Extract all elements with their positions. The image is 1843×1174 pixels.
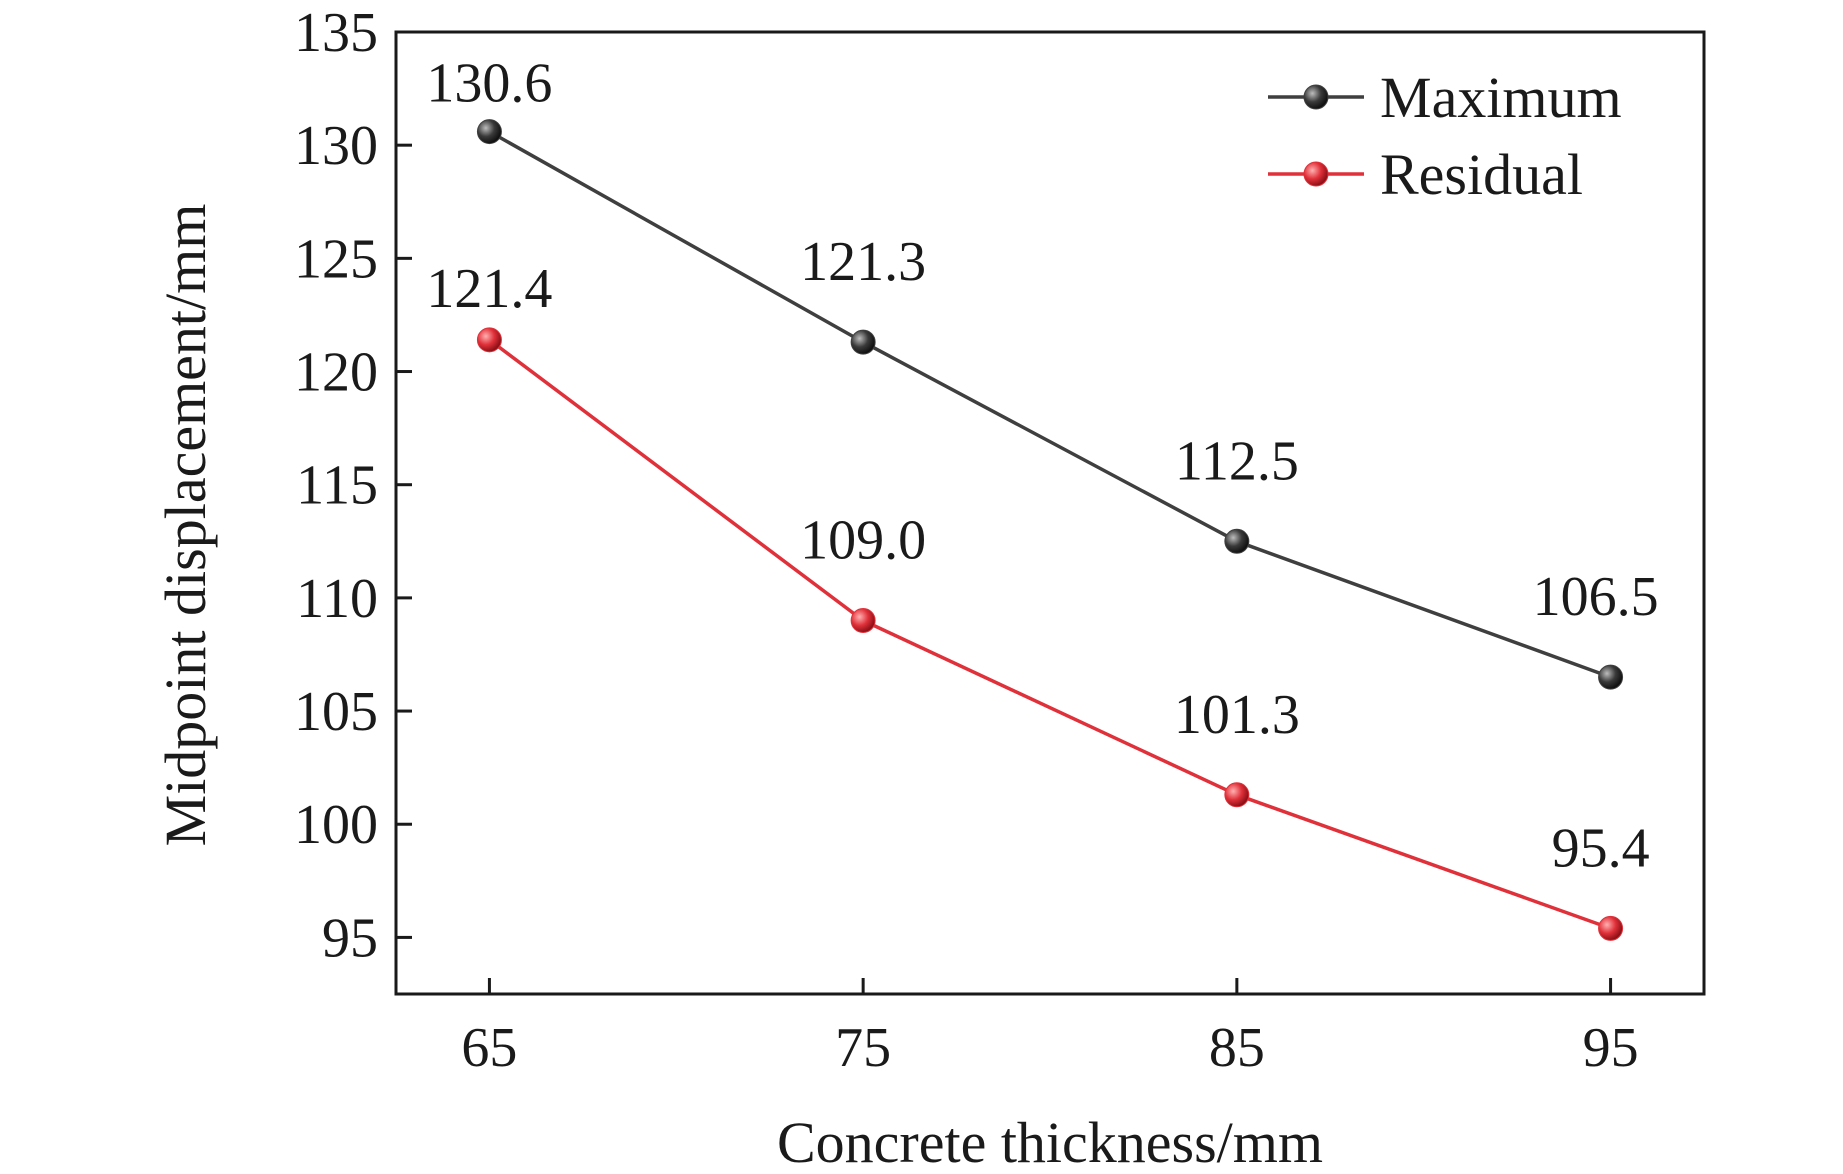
data-point-maximum — [476, 119, 502, 145]
y-tick-label: 135 — [294, 2, 378, 64]
data-labels: 130.6 121.3 112.5 106.5 121.4 109.0 101.3 95.4 — [426, 53, 1658, 880]
y-tick-label: 130 — [294, 115, 378, 177]
data-point-maximum — [850, 329, 876, 355]
x-tick-label: 85 — [1209, 1017, 1265, 1079]
data-point-residual — [476, 327, 502, 353]
y-tick-label: 100 — [294, 794, 378, 856]
y-tick-label: 115 — [296, 455, 378, 517]
x-tick-label: 75 — [835, 1017, 891, 1079]
y-axis-title: Midpoint displacement/mm — [153, 204, 218, 847]
legend-label-residual: Residual — [1380, 142, 1583, 207]
data-point-residual — [1224, 782, 1250, 808]
data-label-residual: 121.4 — [426, 258, 552, 320]
y-tick-label: 95 — [322, 907, 378, 969]
data-label-maximum: 121.3 — [800, 231, 926, 293]
data-point-maximum — [1598, 664, 1624, 690]
y-tick-label: 110 — [296, 568, 378, 630]
x-tick-label: 95 — [1583, 1017, 1639, 1079]
legend-marker-maximum — [1303, 84, 1329, 110]
data-label-maximum: 130.6 — [426, 53, 552, 115]
data-label-maximum: 106.5 — [1533, 566, 1659, 628]
series-line-residual — [488, 338, 1612, 931]
y-tick-label: 120 — [294, 342, 378, 404]
series-line-maximum — [488, 130, 1612, 679]
x-axis: 65 75 85 95 — [461, 978, 1639, 1079]
data-label-residual: 109.0 — [800, 510, 926, 572]
x-axis-title: Concrete thickness/mm — [777, 1110, 1323, 1174]
plot-frame — [394, 30, 1706, 996]
legend-marker-residual — [1303, 161, 1329, 187]
series-layer — [476, 119, 1624, 941]
x-tick-label: 65 — [461, 1017, 517, 1079]
y-tick-label: 125 — [294, 228, 378, 290]
y-tick-label: 105 — [294, 681, 378, 743]
data-label-residual: 95.4 — [1552, 817, 1650, 879]
data-point-maximum — [1224, 528, 1250, 554]
data-point-residual — [1598, 915, 1624, 941]
data-label-residual: 101.3 — [1174, 684, 1300, 746]
data-label-maximum: 112.5 — [1175, 430, 1299, 492]
y-axis: 95 100 105 110 115 120 125 130 135 — [294, 2, 412, 969]
legend-label-maximum: Maximum — [1380, 65, 1622, 130]
data-point-residual — [850, 608, 876, 634]
legend: Maximum Residual — [1268, 65, 1622, 207]
